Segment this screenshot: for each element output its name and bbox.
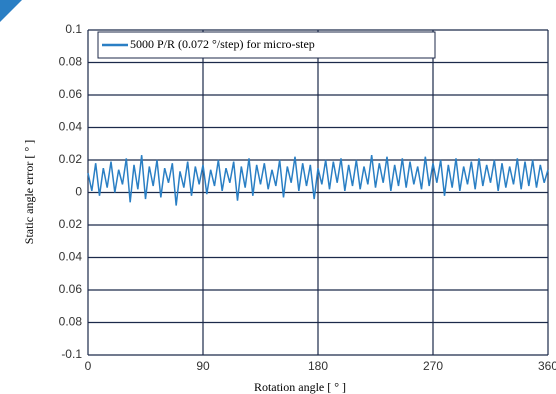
x-tick-label: 270	[423, 359, 443, 373]
data-line	[87, 155, 549, 206]
y-tick-label: -0.1	[61, 347, 82, 361]
y-tick-label: 0.02	[59, 152, 83, 166]
y-axis-label: Static angle error [ ° ]	[22, 140, 36, 244]
legend-label: 5000 P/R (0.072 °/step) for micro-step	[130, 37, 315, 51]
y-tick-label: 0.1	[65, 22, 82, 36]
x-tick-label: 90	[196, 359, 210, 373]
y-tick-label: 0.04	[59, 120, 83, 134]
y-tick-label: 0	[75, 185, 82, 199]
y-tick-label: 0.08	[59, 315, 83, 329]
y-tick-label: 0.06	[59, 87, 83, 101]
x-tick-label: 0	[85, 359, 92, 373]
x-tick-label: 180	[308, 359, 328, 373]
y-tick-label: 0.04	[59, 250, 83, 264]
legend-box	[97, 31, 436, 59]
corner-decoration	[0, 0, 22, 22]
y-tick-label: 0.08	[59, 55, 83, 69]
x-axis-label: Rotation angle [ ° ]	[254, 380, 346, 394]
y-tick-label: 0.06	[59, 282, 83, 296]
y-tick-label: 0.02	[59, 217, 83, 231]
x-tick-label: 360	[538, 359, 556, 373]
